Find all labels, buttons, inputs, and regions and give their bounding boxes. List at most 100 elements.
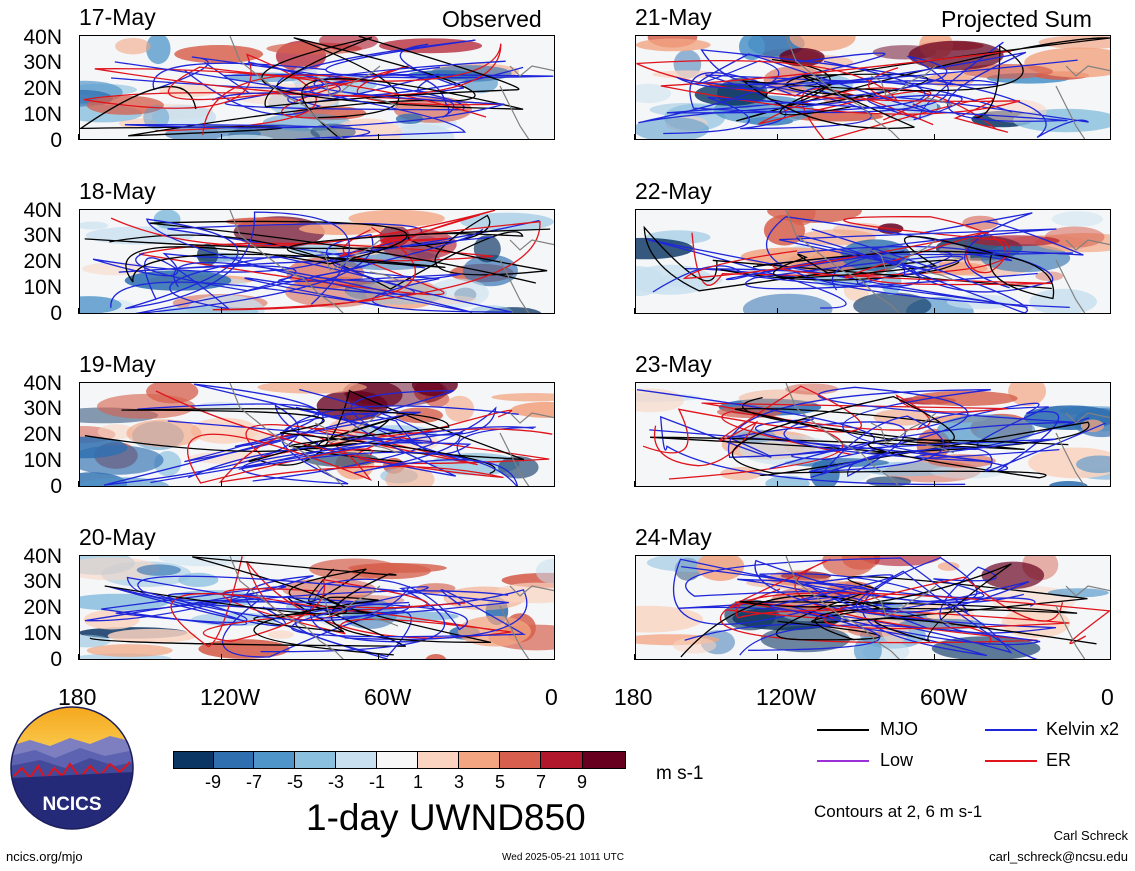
axis-tick: [220, 308, 222, 314]
field-shading: [636, 83, 672, 104]
field-shading: [80, 593, 169, 611]
map-panel: [635, 382, 1111, 487]
field-shading: [159, 84, 217, 98]
field-shading: [1035, 271, 1064, 281]
field-shading: [146, 36, 171, 65]
field-shading: [535, 558, 554, 584]
footer-email[interactable]: carl_schreck@ncsu.edu: [989, 849, 1128, 864]
field-shading: [491, 393, 554, 402]
coastline: [229, 556, 554, 659]
contour-line: [152, 56, 465, 111]
colorbar-tick: 5: [494, 772, 505, 792]
contour-line: [731, 395, 1069, 479]
footer-url[interactable]: ncics.org/mjo: [6, 849, 83, 864]
contours-note: Contours at 2, 6 m s-1: [814, 802, 983, 821]
field-shading: [267, 630, 294, 639]
field-shading: [146, 383, 199, 404]
lon-tick-label: 60W: [364, 684, 412, 710]
contour-line: [769, 386, 1075, 470]
map-panel: [79, 35, 555, 140]
field-shading: [1001, 608, 1071, 638]
panel-date-label: 19-May: [79, 351, 156, 377]
field-shading: [696, 556, 745, 581]
axis-tick: [634, 654, 635, 660]
field-shading: [469, 305, 513, 313]
field-shading: [299, 222, 384, 235]
field-shading: [720, 467, 762, 481]
field-shading: [136, 564, 181, 576]
axis-tick: [377, 654, 379, 660]
coastline: [785, 383, 1110, 486]
field-shading: [216, 134, 274, 139]
figure-title: 1-day UWND850: [306, 797, 586, 838]
lat-tick-label: 0: [50, 302, 62, 325]
ncics-logo: NCICS: [10, 706, 134, 830]
field-shading: [652, 70, 721, 79]
lat-tick-label: 40N: [23, 372, 62, 395]
field-shading: [937, 561, 960, 571]
lon-tick-label: 120W: [200, 684, 261, 710]
contour-line: [84, 575, 388, 659]
field-shading: [348, 563, 447, 573]
field-shading: [86, 644, 173, 657]
axis-tick: [933, 481, 935, 487]
lat-tick-label: 10N: [23, 276, 62, 299]
field-shading: [926, 72, 975, 87]
lat-tick-label: 40N: [23, 545, 62, 568]
field-shading: [80, 557, 160, 581]
panel-date-label: 17-May: [79, 4, 156, 30]
legend-label-low: Low: [880, 750, 914, 770]
field-shading: [510, 401, 554, 418]
contour-line: [137, 575, 526, 638]
field-shading: [178, 572, 219, 587]
axis-tick: [220, 481, 222, 487]
lat-tick-label: 20N: [23, 596, 62, 619]
colorbar-swatch: [417, 751, 459, 769]
field-shading: [636, 237, 694, 260]
axis-tick: [78, 654, 79, 660]
lon-tick-label: 120W: [756, 684, 817, 710]
colorbar-swatch: [213, 751, 254, 769]
field-shading: [862, 461, 954, 477]
contour-line: [150, 426, 534, 486]
contour-line: [741, 44, 1024, 130]
panel-date-label: 20-May: [79, 524, 156, 550]
legend-label-mjo: MJO: [880, 719, 918, 739]
map-panel: [635, 35, 1111, 140]
field-shading: [1049, 481, 1088, 486]
lon-tick-label: 60W: [920, 684, 968, 710]
contour-line: [111, 43, 465, 104]
footer-author: Carl Schreck: [1053, 828, 1128, 843]
axis-tick: [634, 308, 635, 314]
axis-tick: [220, 134, 222, 140]
map-panel: [79, 555, 555, 660]
colorbar-swatch: [294, 751, 336, 769]
lon-tick-label: 180: [614, 684, 653, 710]
field-shading: [126, 419, 202, 448]
colorbar-tick: -9: [204, 772, 221, 792]
field-shading: [930, 465, 1004, 479]
field-shading: [257, 383, 367, 394]
colorbar-swatch: [582, 751, 626, 769]
colorbar-tick: -1: [368, 772, 385, 792]
lat-tick-label: 10N: [23, 622, 62, 645]
colorbar-swatch: [540, 751, 583, 769]
field-shading: [866, 476, 912, 486]
field-shading: [304, 451, 379, 467]
field-shading: [390, 124, 455, 139]
field-shading: [853, 292, 932, 313]
colorbar-swatch: [335, 751, 377, 769]
lat-tick-label: 40N: [23, 199, 62, 222]
coastline: [785, 36, 1110, 139]
field-shading: [348, 210, 445, 227]
axis-tick: [220, 654, 222, 660]
axis-tick: [554, 308, 555, 314]
logo-text: NCICS: [42, 794, 101, 815]
lat-tick-label: 30N: [23, 224, 62, 247]
lat-tick-label: 30N: [23, 51, 62, 74]
lat-tick-label: 20N: [23, 250, 62, 273]
axis-tick: [78, 308, 79, 314]
colorbar-units: m s-1: [656, 763, 704, 784]
field-shading: [196, 401, 244, 412]
axis-tick: [377, 308, 379, 314]
